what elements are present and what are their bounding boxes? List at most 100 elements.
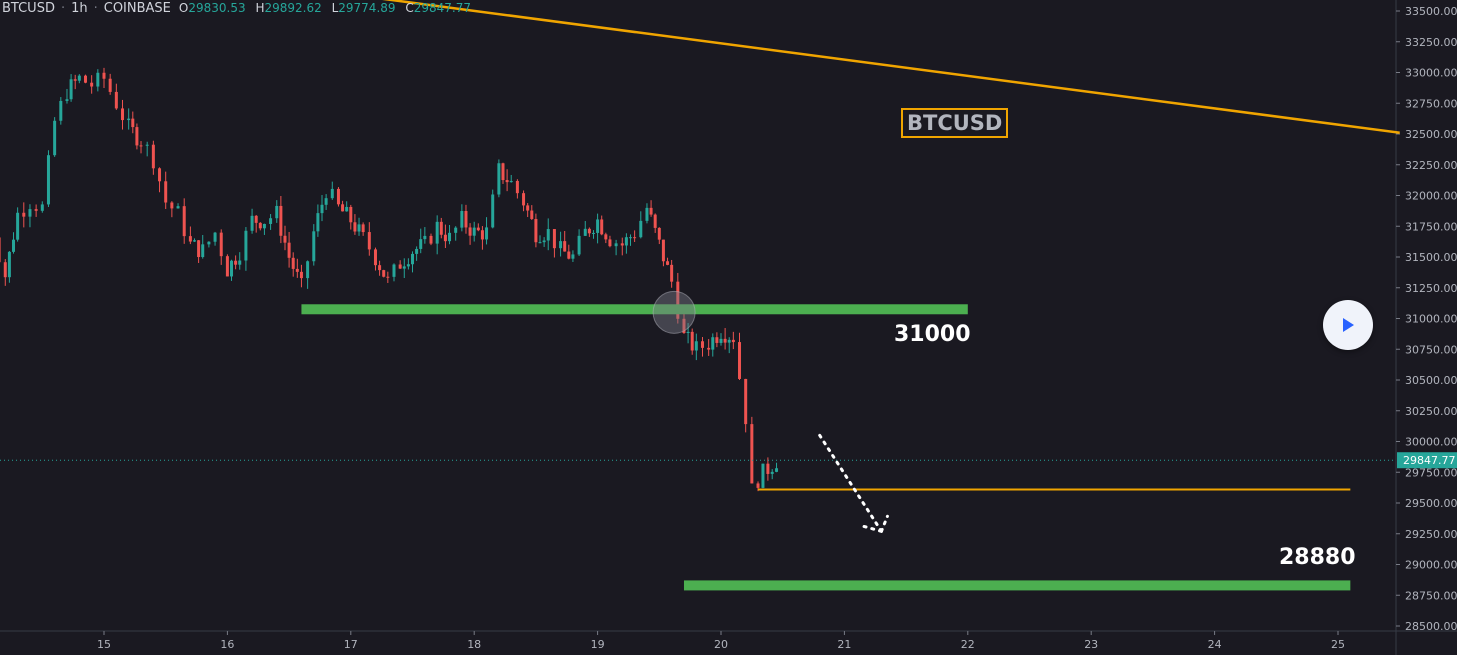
- candle-body: [639, 220, 643, 238]
- candle-body: [661, 239, 665, 262]
- candle-body: [59, 100, 63, 121]
- candle-body: [316, 213, 320, 232]
- candle-body: [291, 257, 295, 269]
- candle-body: [96, 72, 100, 87]
- candle-body: [670, 264, 674, 282]
- candle-body: [649, 207, 653, 215]
- level-31000-label[interactable]: 31000: [894, 322, 971, 347]
- candle-body: [131, 118, 135, 128]
- low-value: 29774.89: [338, 1, 396, 15]
- candle-body: [480, 230, 484, 240]
- candle-body: [624, 237, 628, 246]
- candle-body: [567, 251, 571, 259]
- price-tick-label: 32000.00: [1405, 190, 1457, 203]
- time-tick-label: 22: [961, 638, 975, 651]
- candle-body: [53, 120, 57, 156]
- symbol-annotation-box[interactable]: BTCUSD: [901, 108, 1009, 138]
- symbol-name[interactable]: BTCUSD: [2, 1, 55, 16]
- candle-body: [12, 239, 16, 252]
- price-tick-label: 30250.00: [1405, 405, 1457, 418]
- candle-body: [707, 347, 711, 350]
- level-28880-label[interactable]: 28880: [1279, 545, 1356, 570]
- interval-label[interactable]: 1h: [71, 1, 88, 16]
- candle-body: [497, 163, 501, 195]
- time-tick-label: 18: [467, 638, 481, 651]
- candle-body: [283, 235, 287, 243]
- play-icon: [1343, 318, 1354, 332]
- price-tick-label: 33000.00: [1405, 67, 1457, 80]
- candle-body: [454, 227, 458, 233]
- candle-body: [472, 227, 476, 236]
- candle-body: [320, 204, 324, 214]
- price-tick-label: 33250.00: [1405, 36, 1457, 49]
- candle-body: [583, 228, 587, 236]
- candle-body: [3, 262, 7, 278]
- candle-body: [501, 163, 505, 181]
- price-tick-label: 29500.00: [1405, 497, 1457, 510]
- candle-body: [353, 222, 357, 232]
- descending-trendline[interactable]: [363, 0, 1400, 135]
- ohlc-values: O29830.53 H29892.62 L29774.89 C29847.77: [179, 1, 477, 15]
- candle-body: [176, 206, 180, 209]
- candle-body: [269, 218, 273, 224]
- candle-body: [361, 224, 365, 233]
- price-tick-label: 31250.00: [1405, 282, 1457, 295]
- candle-body: [398, 264, 402, 269]
- candle-body: [114, 91, 118, 109]
- candle-body: [238, 260, 242, 265]
- open-key: O: [178, 1, 189, 15]
- candle-body: [121, 108, 125, 121]
- candle-body: [657, 227, 661, 240]
- candle-body: [538, 242, 542, 244]
- candle-body: [250, 215, 254, 231]
- candle-body: [182, 206, 186, 237]
- candle-body: [219, 232, 223, 257]
- candle-body: [378, 265, 382, 271]
- candle-body: [90, 82, 94, 87]
- price-tick-label: 31000.00: [1405, 313, 1457, 326]
- candle-body: [299, 271, 303, 279]
- candle-body: [596, 219, 600, 233]
- candle-body: [108, 78, 112, 92]
- candle-body: [614, 243, 618, 247]
- price-tick-label: 32250.00: [1405, 159, 1457, 172]
- projection-arrowhead: [879, 514, 889, 533]
- candle-body: [330, 188, 334, 199]
- candle-body: [373, 249, 377, 266]
- candle-body: [744, 378, 748, 425]
- support-zone-31000[interactable]: [301, 304, 968, 315]
- high-value: 29892.62: [264, 1, 322, 15]
- price-tick-label: 29750.00: [1405, 466, 1457, 479]
- candle-body: [775, 468, 779, 472]
- candle-body: [476, 227, 480, 231]
- play-button[interactable]: [1323, 300, 1373, 350]
- candle-body: [526, 205, 530, 211]
- candle-body: [653, 214, 657, 228]
- candle-body: [367, 232, 371, 250]
- candle-body: [715, 337, 719, 343]
- candle-body: [34, 209, 38, 211]
- candle-body: [460, 211, 464, 228]
- candle-body: [312, 231, 316, 262]
- candle-body: [690, 331, 694, 351]
- candle-body: [201, 244, 205, 258]
- time-tick-label: 20: [714, 638, 728, 651]
- candle-body: [509, 180, 513, 183]
- time-tick-label: 21: [837, 638, 851, 651]
- time-tick-label: 16: [220, 638, 234, 651]
- candle-body: [686, 331, 690, 333]
- projection-arrow[interactable]: [818, 433, 883, 533]
- candle-body: [435, 221, 439, 244]
- candle-body: [158, 168, 162, 182]
- candle-body: [16, 212, 20, 240]
- time-tick-label: 15: [97, 638, 111, 651]
- candle-body: [275, 205, 279, 219]
- candle-body: [542, 240, 546, 243]
- support-zone-28880[interactable]: [683, 580, 1351, 591]
- candle-body: [448, 232, 452, 242]
- candle-body: [600, 219, 604, 235]
- header-separator: ·: [60, 1, 66, 16]
- candle-body: [738, 342, 742, 379]
- candle-body: [756, 483, 760, 488]
